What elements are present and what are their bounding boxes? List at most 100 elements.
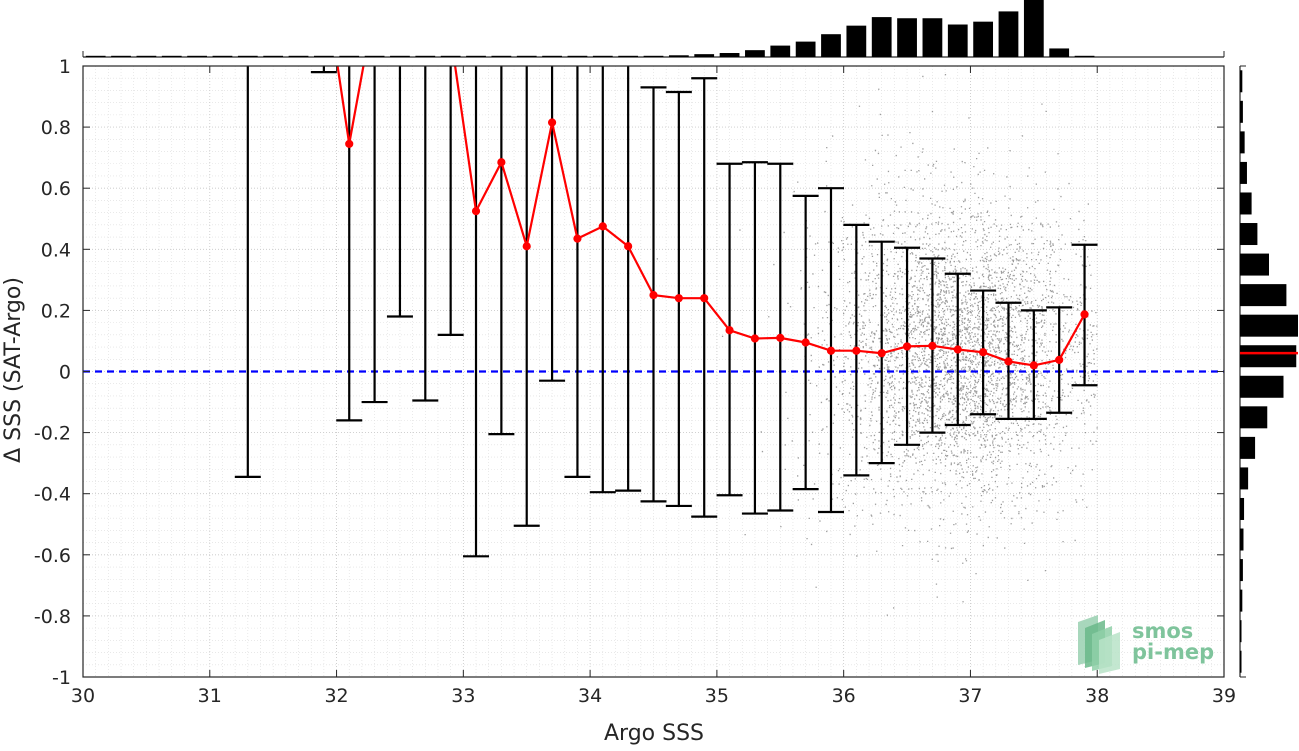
mean-point — [1029, 361, 1038, 370]
top-hist-bar — [339, 55, 360, 57]
error-bars — [234, 66, 1098, 558]
top-hist-bar — [263, 55, 284, 57]
right-hist-bar — [1240, 375, 1284, 398]
mean-point — [852, 346, 861, 355]
top-hist-bar — [567, 55, 588, 57]
x-tick-label: 36 — [832, 685, 856, 707]
right-hist-bar — [1240, 161, 1247, 184]
top-hist-bar — [161, 55, 182, 57]
top-hist-bar — [111, 55, 131, 57]
y-tick-label: 1 — [59, 56, 71, 78]
top-histogram — [82, 0, 1225, 58]
x-tick-label: 35 — [705, 685, 729, 707]
x-tick-label: 37 — [958, 685, 982, 707]
top-hist-bar — [390, 55, 410, 57]
mean-point — [902, 342, 912, 351]
mean-point — [1080, 310, 1089, 319]
x-tick-label: 39 — [1212, 685, 1236, 707]
y-tick-label: 0.6 — [41, 178, 71, 200]
smos-pi-mep-logo: smos pi-mep — [1078, 615, 1214, 674]
mean-point — [624, 242, 633, 251]
right-hist-bar — [1240, 467, 1249, 490]
top-hist-bar — [466, 55, 486, 57]
mean-point — [877, 349, 886, 358]
y-tick-label: 0.4 — [41, 239, 71, 261]
top-hist-bar — [1049, 48, 1070, 57]
right-hist-bar — [1240, 345, 1297, 368]
top-hist-bar — [491, 55, 512, 57]
top-hist-bar — [821, 34, 841, 57]
y-tick-label: -0.6 — [34, 545, 71, 567]
mean-point — [750, 334, 760, 343]
right-hist-bar — [1240, 314, 1298, 337]
top-hist-bar — [516, 55, 537, 57]
top-hist-bar — [795, 41, 816, 57]
right-hist-bar — [1240, 559, 1243, 582]
top-hist-bar — [719, 53, 740, 57]
x-axis-label: Argo SSS — [604, 721, 704, 746]
mean-point — [979, 348, 988, 357]
y-tick-label: -1 — [52, 667, 71, 689]
mean-point — [928, 341, 937, 350]
right-hist-bar — [1240, 131, 1245, 154]
top-hist-bar — [694, 54, 715, 57]
y-tick-label: -0.4 — [34, 484, 71, 506]
top-hist-bar — [998, 11, 1019, 57]
mean-point — [953, 345, 962, 354]
right-hist-bar — [1240, 100, 1243, 123]
top-hist-bar — [745, 50, 765, 57]
top-hist-bar — [618, 55, 639, 57]
mean-point — [725, 326, 734, 335]
scatter-cloud — [656, 74, 1098, 616]
axis-ticks: 30 31 32 33 34 35 36 37 38 39 -1 -0.8 -0.6 -0.4 -0.2 0 0… — [34, 56, 1236, 707]
right-hist-bar — [1240, 650, 1242, 673]
top-hist-bar — [770, 45, 791, 57]
top-hist-bar — [643, 55, 664, 57]
y-tick-label: 0 — [59, 362, 71, 384]
right-hist-bar — [1240, 284, 1287, 307]
top-hist-bar — [187, 55, 207, 57]
right-hist-bar — [1240, 589, 1243, 612]
y-axis-label: Δ SSS (SAT-Argo) — [1, 277, 26, 463]
right-hist-bar — [1240, 70, 1243, 93]
mean-point — [674, 294, 683, 303]
right-hist-bar — [1240, 192, 1252, 215]
mean-point — [801, 338, 810, 347]
mean-point — [371, 1, 378, 8]
x-tick-label: 32 — [324, 685, 348, 707]
x-tick-label: 31 — [198, 685, 222, 707]
mean-point — [522, 242, 531, 251]
right-hist-bar — [1240, 223, 1258, 246]
y-tick-label: 0.2 — [41, 300, 71, 322]
right-hist-bar — [1240, 620, 1242, 643]
x-tick-label: 30 — [71, 685, 95, 707]
x-tick-label: 38 — [1085, 685, 1109, 707]
mean-point — [598, 222, 607, 231]
top-hist-bar — [846, 25, 867, 57]
mean-point — [573, 234, 582, 243]
mean-point — [826, 346, 836, 355]
mean-point — [1055, 355, 1064, 364]
logo-line2: pi-mep — [1132, 640, 1214, 664]
mean-point — [471, 207, 481, 216]
mean-point — [547, 118, 557, 127]
top-hist-bar — [871, 17, 892, 58]
top-hist-bar — [237, 55, 258, 57]
logo-line1: smos — [1132, 619, 1193, 643]
top-hist-bar — [212, 55, 233, 57]
right-hist-bar — [1240, 436, 1256, 459]
mean-series — [336, 1, 1089, 370]
right-hist-bar — [1240, 528, 1244, 551]
top-hist-bar — [973, 21, 994, 57]
top-hist-bar — [1023, 0, 1044, 57]
top-hist-bar — [85, 55, 106, 57]
mean-point — [700, 294, 709, 303]
top-hist-bar — [922, 18, 943, 58]
right-histogram — [1239, 65, 1298, 678]
x-tick-label: 34 — [578, 685, 602, 707]
top-hist-bar — [668, 55, 689, 57]
mean-point — [447, 32, 454, 39]
y-tick-label: 0.8 — [41, 117, 71, 139]
mean-point — [1004, 357, 1013, 366]
